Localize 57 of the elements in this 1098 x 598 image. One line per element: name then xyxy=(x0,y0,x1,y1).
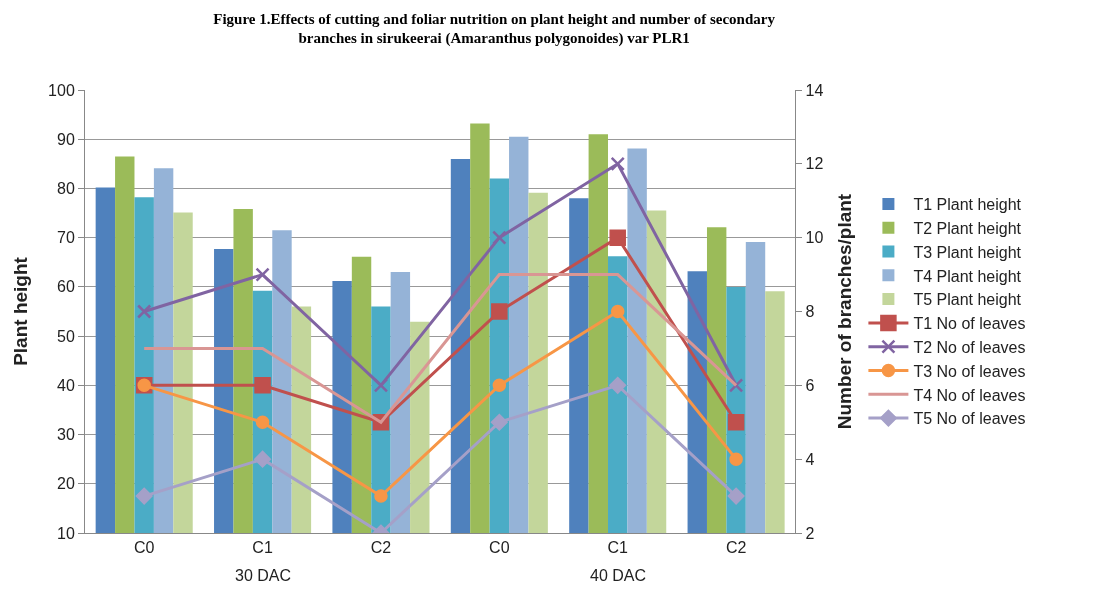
x-tick-label: C1 xyxy=(252,539,273,557)
y-tick-label: 20 xyxy=(57,475,75,493)
legend-label: T4 No of leaves xyxy=(913,386,1026,404)
chart-title: Figure 1.Effects of cutting and foliar nutrition on plant height and number of secondary branches in sirukeerai (Amaranthus polygonoides) var PLR1 xyxy=(213,10,776,48)
y-tick-label: 90 xyxy=(57,130,75,148)
y2-tick-label: 8 xyxy=(805,303,815,321)
y-tick-label: 100 xyxy=(48,81,75,99)
y2-tick-label: 6 xyxy=(805,376,815,394)
x-tick-label: C0 xyxy=(489,539,510,557)
y-tick-label: 80 xyxy=(57,180,75,198)
y-tick-label: 70 xyxy=(57,229,75,247)
y-tick-label: 60 xyxy=(57,278,75,296)
point xyxy=(255,415,270,429)
legend-label: T3 No of leaves xyxy=(913,362,1026,380)
point xyxy=(490,413,508,431)
x-tick-label: C1 xyxy=(607,539,629,557)
point xyxy=(254,450,272,468)
legend-label: T2 No of leaves xyxy=(913,338,1026,356)
legend-label: T5 Plant height xyxy=(913,291,1022,309)
y2-axis-title: Number of branches/plant xyxy=(834,193,856,430)
point xyxy=(492,378,507,393)
point xyxy=(610,304,625,319)
y-tick-label: 30 xyxy=(57,426,75,444)
legend-label: T2 Plant height xyxy=(913,219,1022,237)
legend-label: T5 No of leaves xyxy=(913,410,1026,428)
y2-tick-label: 2 xyxy=(805,524,815,542)
y2-tick-label: 4 xyxy=(805,450,815,468)
y2-tick-label: 10 xyxy=(805,229,824,247)
legend-label: T1 No of leaves xyxy=(913,315,1026,333)
point xyxy=(729,452,743,466)
y-tick-label: 50 xyxy=(57,327,75,345)
x-tick-label: C0 xyxy=(133,539,155,557)
point xyxy=(254,377,271,394)
y-tick-label: 10 xyxy=(57,524,75,542)
x-tick-label: C2 xyxy=(370,539,392,557)
legend-label: T4 Plant height xyxy=(913,267,1022,285)
point xyxy=(255,267,270,282)
point xyxy=(609,376,627,394)
point xyxy=(492,230,507,245)
y2-tick-label: 12 xyxy=(805,155,824,173)
point xyxy=(373,378,389,393)
legend-label: T3 Plant height xyxy=(913,243,1022,261)
y-axis-title: Plant height xyxy=(9,256,31,366)
point xyxy=(374,489,388,503)
point xyxy=(609,229,626,246)
text: 30 DAC xyxy=(235,567,292,584)
point xyxy=(727,487,745,505)
x-tick-label: C2 xyxy=(725,539,747,557)
legend-label: T1 Plant height xyxy=(913,196,1022,214)
point xyxy=(610,156,625,172)
point xyxy=(727,414,745,431)
point xyxy=(491,303,508,320)
y-tick-label: 40 xyxy=(57,376,75,394)
y2-tick-label: 14 xyxy=(805,81,824,99)
point xyxy=(136,304,152,319)
point xyxy=(135,487,153,505)
text: 40 DAC xyxy=(590,567,647,584)
